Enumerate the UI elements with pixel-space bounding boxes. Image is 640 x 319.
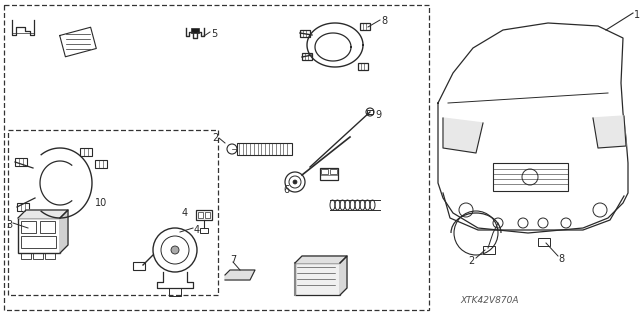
Polygon shape (225, 270, 255, 280)
Bar (95, 160, 107, 168)
Bar (320, 168, 338, 180)
Bar (295, 263, 340, 295)
Bar (538, 238, 550, 246)
Bar (358, 63, 368, 70)
Polygon shape (295, 256, 347, 263)
Text: 1: 1 (634, 10, 640, 20)
Text: 6: 6 (283, 185, 289, 195)
Bar (321, 169, 328, 174)
Bar (330, 169, 337, 174)
Text: 8: 8 (381, 16, 387, 26)
Bar (33, 253, 43, 259)
Text: 10: 10 (95, 198, 108, 208)
Bar (196, 210, 212, 220)
Bar (80, 148, 92, 156)
Bar (8, 130, 218, 295)
Bar (169, 288, 181, 296)
Text: 9: 9 (375, 110, 381, 120)
Bar (21, 253, 31, 259)
Text: 4: 4 (182, 208, 188, 218)
Text: 4: 4 (194, 225, 200, 235)
Polygon shape (593, 116, 626, 148)
Text: 8: 8 (558, 254, 564, 264)
Bar (21, 236, 56, 248)
Bar (45, 253, 55, 259)
Text: 2: 2 (468, 256, 474, 266)
Text: 7: 7 (230, 255, 236, 265)
Text: 2: 2 (212, 133, 218, 143)
Bar (483, 246, 495, 254)
Bar (205, 212, 210, 218)
Bar (40, 221, 55, 233)
Bar (302, 53, 312, 60)
Bar (18, 218, 60, 253)
Polygon shape (60, 210, 68, 253)
Bar (200, 228, 208, 233)
Bar (300, 30, 310, 37)
Bar (237, 143, 292, 155)
Text: 5: 5 (211, 29, 217, 39)
Circle shape (171, 246, 179, 254)
Bar (15, 158, 27, 166)
Bar (367, 110, 373, 114)
Bar (133, 262, 145, 270)
Text: XTK42V870A: XTK42V870A (461, 296, 519, 305)
Bar (360, 23, 370, 30)
Bar (493, 163, 568, 191)
Circle shape (293, 180, 297, 184)
Polygon shape (443, 118, 483, 153)
Bar (198, 212, 203, 218)
Bar (4, 5, 429, 310)
Text: 3: 3 (6, 220, 12, 230)
Polygon shape (191, 28, 199, 33)
Polygon shape (340, 256, 347, 295)
Polygon shape (18, 210, 68, 218)
Bar (17, 203, 29, 211)
Bar (21, 221, 36, 233)
